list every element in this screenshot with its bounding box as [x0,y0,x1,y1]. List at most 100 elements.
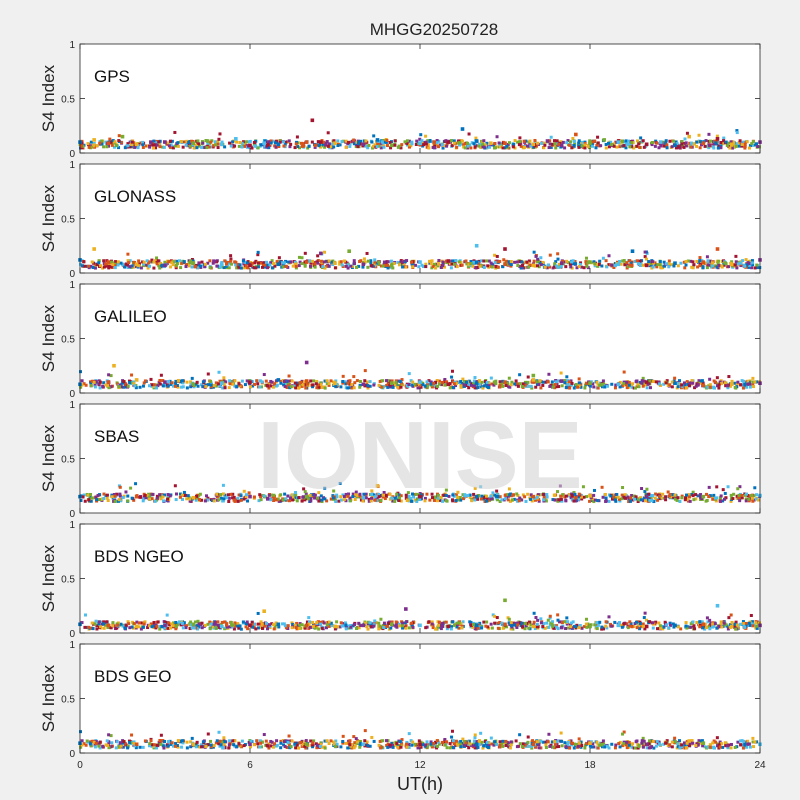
scatter-noise-point [537,259,541,263]
scatter-noise-point [119,140,123,144]
scatter-noise-point [268,263,272,267]
data-point [616,623,621,628]
scatter-noise-point [366,620,370,624]
scatter-noise-point [652,379,656,383]
scatter-noise-point [526,380,530,384]
scatter-noise-point [400,143,404,147]
scatter-noise-point [711,261,715,265]
scatter-noise-point [713,622,717,626]
scatter-noise-point [267,382,271,386]
scatter-noise-point [118,492,122,496]
y-tick-label: 1 [69,280,75,291]
scatter-noise-point [621,384,625,388]
scatter-noise-point [181,259,185,263]
scatter-noise-point [595,380,599,384]
scatter-noise-point [329,260,333,264]
scatter-noise-point [418,143,422,147]
scatter-noise-point [600,627,604,631]
scatter-noise-point [339,260,343,264]
scatter-noise-point [487,145,491,149]
scatter-noise-point [450,375,454,379]
scatter-noise-point [156,259,160,263]
scatter-noise-point [507,487,511,491]
scatter-noise-point [597,262,601,266]
scatter-noise-point [78,146,82,150]
scatter-noise-point [143,493,147,497]
scatter-noise-point [722,621,726,625]
scatter-noise-point [141,145,145,149]
scatter-noise-point [279,493,283,497]
scatter-noise-point [511,143,515,147]
scatter-noise-point [266,624,270,628]
scatter-noise-point [264,621,268,625]
scatter-noise-point [543,626,547,630]
scatter-noise-point [732,492,736,496]
scatter-noise-point [300,384,304,388]
data-point [418,141,422,145]
scatter-noise-point [327,264,331,268]
scatter-noise-point [213,140,217,144]
scatter-noise-point [110,260,114,264]
scatter-noise-point [734,144,738,148]
scatter-noise-point [312,379,316,383]
data-point [333,261,337,265]
scatter-noise-point [689,141,693,145]
scatter-noise-point [206,142,210,146]
data-point [474,623,479,628]
scatter-noise-point [168,623,172,627]
scatter-noise-point [109,374,113,378]
scatter-noise-point [299,380,303,384]
scatter-noise-point [386,739,390,743]
scatter-noise-point [242,262,246,266]
scatter-noise-point [212,144,216,148]
scatter-noise-point [281,261,285,265]
scatter-noise-point [350,383,354,387]
scatter-noise-point [362,139,366,143]
scatter-noise-point [655,141,659,145]
scatter-noise-point [217,370,221,374]
scatter-noise-point [265,266,269,270]
scatter-noise-point [584,622,588,626]
scatter-noise-point [229,621,233,625]
scatter-noise-point [201,385,205,389]
scatter-noise-point [178,620,182,624]
scatter-noise-point [228,382,232,386]
scatter-noise-point [171,146,175,150]
scatter-noise-point [751,263,755,267]
scatter-noise-point [341,264,345,268]
scatter-noise-point [614,383,618,387]
scatter-noise-point [386,260,390,264]
scatter-noise-point [453,261,457,265]
scatter-noise-point [554,380,558,384]
scatter-noise-point [665,739,669,743]
scatter-noise-point [161,379,165,383]
scatter-noise-point [570,146,574,150]
scatter-noise-point [419,385,423,389]
scatter-noise-point [681,385,685,389]
scatter-noise-point [433,495,437,499]
scatter-noise-point [393,143,397,147]
scatter-noise-point [528,139,532,143]
scatter-noise-point [352,261,356,265]
scatter-noise-point [454,493,458,497]
scatter-noise-point [698,381,702,385]
scatter-noise-point [152,146,156,150]
scatter-noise-point [245,622,249,626]
scatter-noise-point [361,499,365,503]
scatter-noise-point [719,620,723,624]
scatter-noise-point [232,498,236,502]
data-point [276,622,281,627]
scatter-noise-point [290,621,294,625]
scatter-noise-point [582,625,586,629]
scatter-noise-point [469,259,473,263]
scatter-noise-point [219,493,223,497]
scatter-noise-point [485,259,489,263]
scatter-noise-point [346,624,350,628]
scatter-noise-point [181,741,185,745]
scatter-noise-point [382,490,386,494]
data-point [715,603,720,608]
scatter-noise-point [423,384,427,388]
scatter-noise-point [442,265,446,269]
scatter-noise-point [214,143,218,147]
